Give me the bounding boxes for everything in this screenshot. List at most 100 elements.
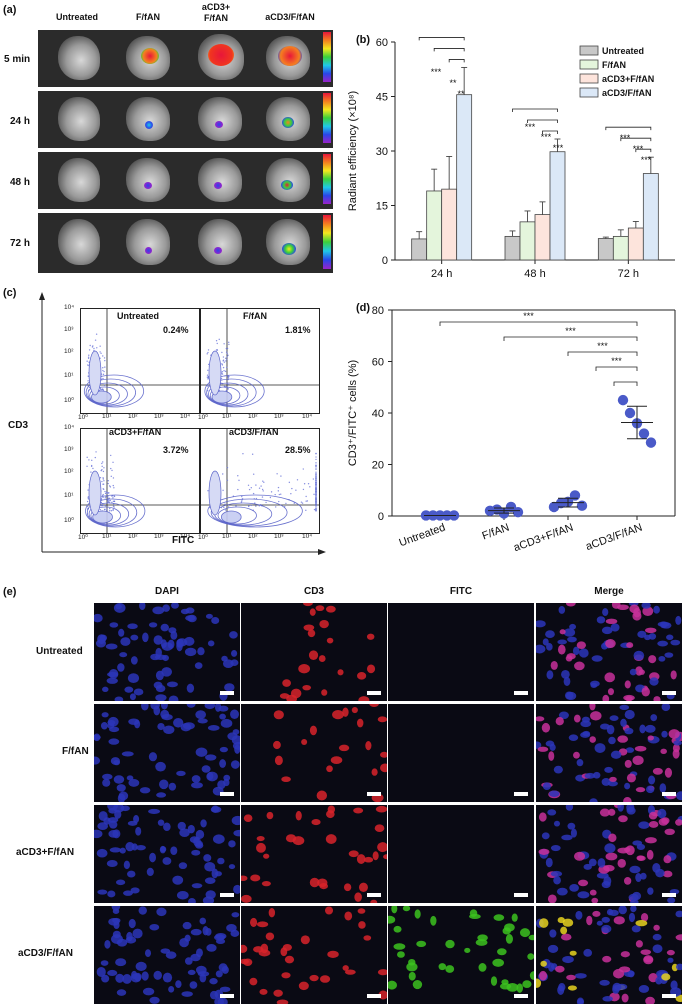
flow-event [112, 461, 114, 464]
cell-nucleus [152, 606, 165, 615]
cell-nucleus [649, 677, 659, 686]
cell-nucleus [187, 824, 195, 834]
row-label-48h: 48 h [10, 177, 31, 188]
cell-nucleus [300, 935, 310, 945]
flow-contour [88, 502, 130, 526]
cell-nucleus [224, 683, 235, 692]
cell-nucleus [370, 899, 378, 903]
cell-nucleus [620, 718, 627, 728]
cell-nucleus [204, 877, 216, 884]
panel-e-label: (e) [3, 586, 17, 598]
cell-nucleus [408, 971, 416, 981]
y-tick-label: 40 [372, 408, 384, 420]
cell-nucleus [626, 773, 636, 783]
bar [519, 221, 536, 261]
flow-event [301, 502, 304, 504]
flow-contour [207, 494, 303, 528]
legend-label: F/fAN [602, 60, 626, 70]
cell-nucleus [675, 615, 682, 625]
flow-event [100, 352, 102, 355]
cell-nucleus [327, 805, 336, 814]
cell-nucleus [109, 622, 119, 628]
cell-nucleus [633, 650, 645, 661]
cell-nucleus [653, 924, 660, 931]
flow-event [226, 358, 228, 361]
flow-event [293, 502, 295, 504]
cell-nucleus [258, 949, 271, 957]
flow-event [315, 494, 317, 496]
y-tick-label: 0 [378, 511, 384, 523]
flow-event [89, 344, 91, 347]
cell-nucleus [135, 961, 147, 971]
significance-label: ** [457, 89, 465, 99]
flow-event [112, 505, 115, 507]
cell-nucleus [497, 948, 507, 956]
flow-panel-title: aCD3/F/fAN [229, 428, 279, 437]
cell-nucleus [356, 854, 366, 864]
cell-nucleus [189, 836, 200, 844]
cell-nucleus [632, 755, 644, 766]
flow-event [99, 477, 102, 479]
cell-nucleus [104, 940, 111, 949]
flow-event [104, 490, 106, 493]
cell-nucleus [161, 667, 173, 677]
cell-nucleus [661, 730, 668, 738]
cell-nucleus [298, 981, 309, 991]
cell-nucleus [640, 949, 652, 955]
flow-event [315, 468, 317, 471]
flow-event [86, 500, 89, 503]
flow-event [224, 370, 227, 373]
cell-nucleus [156, 907, 167, 917]
col-header-untreated: Untreated [55, 12, 98, 22]
flow-event [102, 373, 105, 376]
cell-nucleus [100, 960, 109, 966]
legend-swatch [579, 87, 599, 98]
flow-event [263, 481, 265, 483]
flow-event [315, 485, 317, 487]
scale-bar [514, 792, 528, 796]
cell-nucleus [377, 969, 387, 976]
cell-nucleus [273, 989, 283, 997]
cell-nucleus [464, 947, 471, 953]
cell-nucleus [660, 748, 667, 755]
flow-event [104, 492, 107, 495]
cell-nucleus [180, 608, 190, 615]
cell-nucleus [545, 740, 555, 747]
flow-event [102, 483, 105, 485]
cell-nucleus [175, 980, 182, 988]
panel-b-label: (b) [356, 34, 371, 46]
flow-event [107, 501, 110, 503]
cell-nucleus [123, 890, 133, 896]
cell-nucleus [501, 979, 509, 985]
cell-nucleus [298, 664, 311, 674]
scale-bar [662, 994, 676, 998]
cell-nucleus [393, 943, 406, 950]
cell-nucleus [187, 969, 196, 975]
cell-nucleus [230, 709, 239, 720]
cell-nucleus [142, 632, 149, 643]
cell-nucleus [593, 771, 601, 779]
flow-panel-acd3-ffan: aCD3/F/fAN 28.5% [200, 428, 320, 534]
flow-event [108, 500, 110, 502]
flow-event [109, 486, 112, 488]
flow-event [285, 502, 287, 505]
cell-nucleus [438, 963, 447, 971]
flow-event [206, 374, 209, 376]
cell-nucleus [505, 934, 514, 944]
cell-nucleus [397, 951, 405, 958]
flow-event [226, 383, 228, 385]
flow-axes-arrows [39, 292, 326, 555]
cell-nucleus [624, 709, 635, 720]
cell-nucleus [172, 875, 184, 885]
flow-event [218, 338, 220, 341]
cell-nucleus [652, 944, 663, 954]
cell-nucleus [548, 790, 560, 798]
flow-event [305, 509, 307, 512]
flow-event [226, 366, 228, 369]
cell-nucleus [229, 631, 238, 639]
flow-event [223, 361, 226, 363]
cell-nucleus [380, 751, 387, 758]
cell-nucleus [599, 979, 610, 986]
flow-event [104, 359, 106, 362]
cell-nucleus [153, 635, 163, 645]
